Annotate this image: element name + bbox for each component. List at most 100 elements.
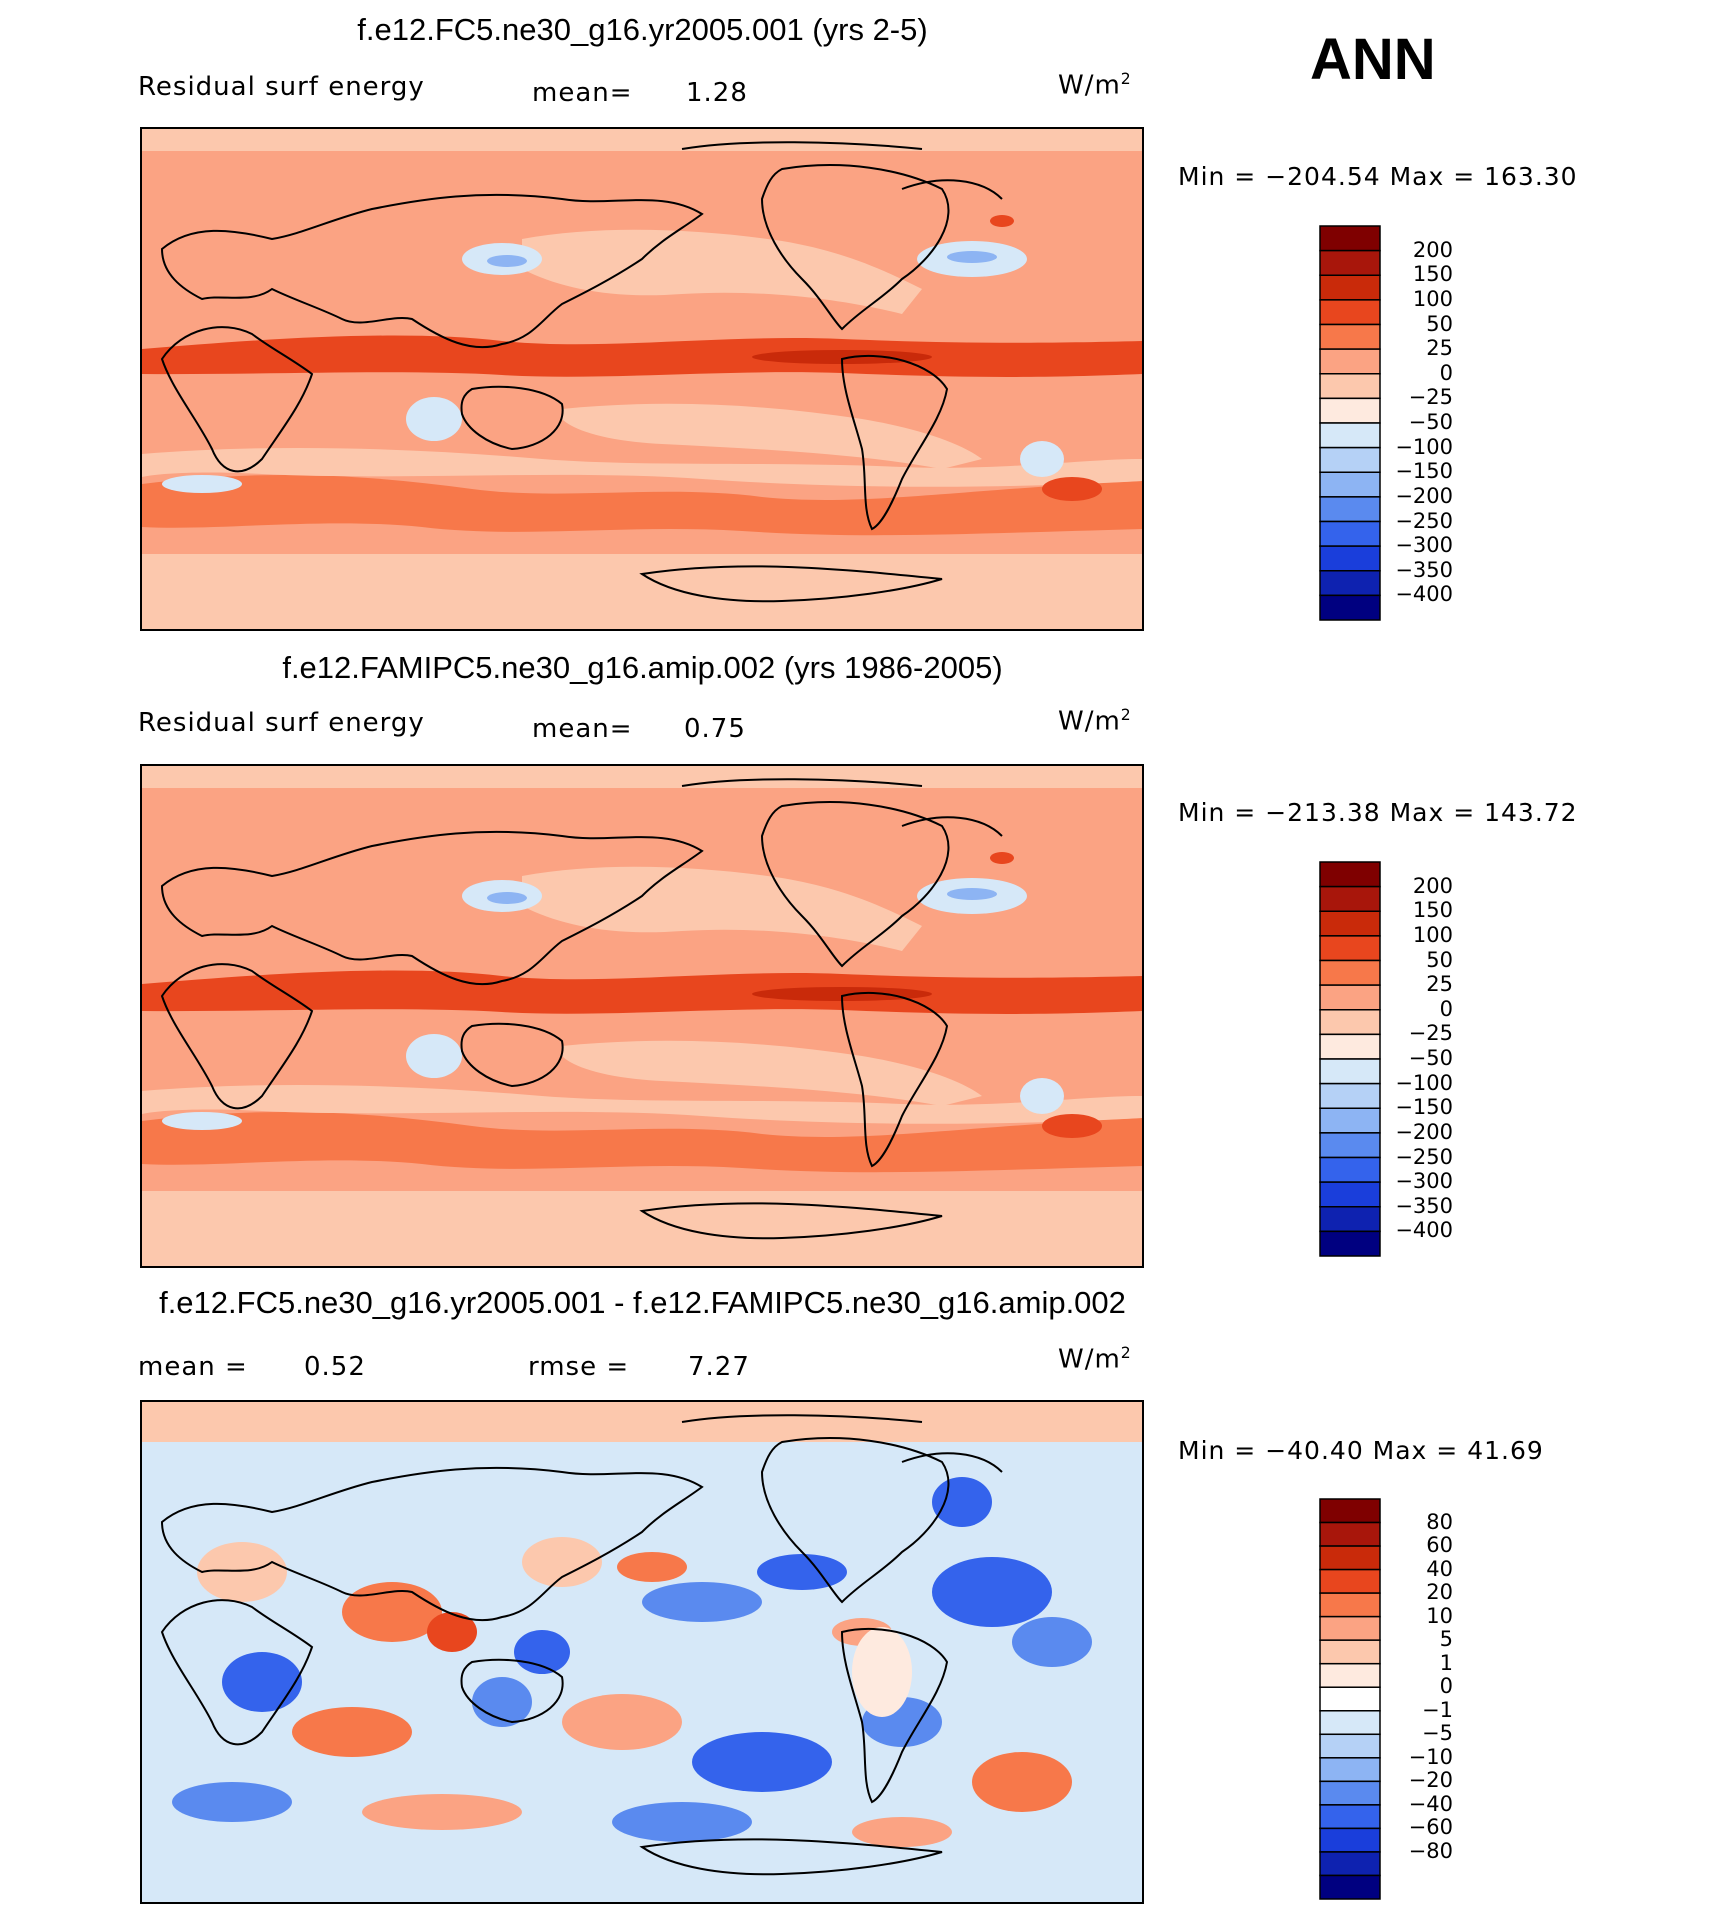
colorbar-tick-label: −40 <box>1408 1791 1453 1816</box>
season-label: ANN <box>1310 27 1436 92</box>
colorbar-swatch <box>1319 1058 1381 1085</box>
colorbar-swatch <box>1319 1132 1381 1159</box>
colorbar-swatch <box>1319 1710 1381 1736</box>
colorbar-tick-label: −100 <box>1395 434 1453 459</box>
colorbar-swatch <box>1319 1662 1381 1688</box>
colorbar-swatch <box>1319 1498 1381 1524</box>
colorbar-tick-label: −20 <box>1408 1768 1453 1793</box>
colorbar-tick-label: 0 <box>1439 1674 1453 1699</box>
panel1-mean-value: 1.28 <box>686 78 748 108</box>
colorbar-swatch <box>1319 1156 1381 1183</box>
colorbar-tick-label: 150 <box>1412 262 1453 287</box>
colorbar-tick-label: −300 <box>1395 1169 1453 1194</box>
colorbar-tick-label: −400 <box>1395 582 1453 607</box>
colorbar-swatch <box>1319 861 1381 888</box>
panel1-minmax: Min = −204.54 Max = 163.30 <box>1178 162 1578 191</box>
colorbar-swatch <box>1319 1521 1381 1547</box>
colorbar-swatch <box>1319 1874 1381 1900</box>
panel2-mean-label: mean= <box>532 714 633 744</box>
colorbar-tick-label: 0 <box>1439 360 1453 385</box>
colorbar-tick-label: −60 <box>1408 1815 1453 1840</box>
colorbar-tick-label: −10 <box>1408 1744 1453 1769</box>
colorbar-tick-label: −5 <box>1422 1721 1453 1746</box>
colorbar-swatch <box>1319 1827 1381 1853</box>
colorbar-tick-label: −350 <box>1395 1193 1453 1218</box>
colorbar-swatch <box>1319 885 1381 912</box>
colorbar-tick-label: −350 <box>1395 557 1453 582</box>
colorbar-tick-label: −300 <box>1395 533 1453 558</box>
panel2-title: f.e12.FAMIPC5.ne30_g16.amip.002 (yrs 198… <box>282 650 1003 685</box>
colorbar-swatch <box>1319 1757 1381 1783</box>
colorbar-swatch <box>1319 249 1381 276</box>
colorbar-swatch <box>1319 422 1381 449</box>
colorbar-swatch <box>1319 373 1381 400</box>
panel2-mean-value: 0.75 <box>684 714 746 744</box>
colorbar-swatch <box>1319 1780 1381 1806</box>
colorbar-swatch <box>1319 1033 1381 1060</box>
colorbar-swatch <box>1319 910 1381 937</box>
colorbar-tick-label: 50 <box>1426 311 1453 336</box>
colorbar-tick-label: −50 <box>1408 1046 1453 1070</box>
colorbar-tick-label: 200 <box>1412 237 1453 262</box>
colorbar-swatch <box>1319 348 1381 375</box>
colorbar-tick-label: −50 <box>1408 410 1453 434</box>
panel1-units: W/m2 <box>1058 70 1132 101</box>
colorbar-swatch <box>1319 1107 1381 1134</box>
colorbar-tick-label: −250 <box>1395 508 1453 533</box>
colorbar-tick-label: 80 <box>1426 1509 1453 1534</box>
colorbar-tick-label: −200 <box>1395 483 1453 508</box>
panel3-colorbar <box>1319 1498 1381 1900</box>
colorbar-tick-label: 5 <box>1439 1627 1453 1652</box>
colorbar-tick-label: −150 <box>1395 1095 1453 1120</box>
panel3-rmse-label: rmse = <box>528 1352 630 1382</box>
colorbar-swatch <box>1319 1592 1381 1618</box>
colorbar-tick-label: −150 <box>1395 459 1453 484</box>
colorbar-swatch <box>1319 1082 1381 1109</box>
colorbar-tick-label: −25 <box>1408 1021 1453 1046</box>
panel2-map-field <box>142 766 1142 1266</box>
colorbar-swatch <box>1319 1009 1381 1036</box>
colorbar-swatch <box>1319 225 1381 252</box>
panel3-minmax: Min = −40.40 Max = 41.69 <box>1178 1436 1544 1465</box>
colorbar-tick-label: 50 <box>1426 947 1453 972</box>
colorbar-tick-label: 25 <box>1426 972 1453 997</box>
colorbar-tick-label: 0 <box>1439 996 1453 1021</box>
panel3-map-field <box>142 1402 1142 1902</box>
colorbar-swatch <box>1319 1206 1381 1233</box>
panel1-variable-label: Residual surf energy <box>138 72 425 102</box>
panel1-map-field <box>142 129 1142 629</box>
panel1-map <box>140 127 1144 631</box>
colorbar-swatch <box>1319 1733 1381 1759</box>
colorbar-swatch <box>1319 935 1381 962</box>
colorbar-tick-label: 10 <box>1426 1603 1453 1628</box>
colorbar-tick-label: 40 <box>1426 1556 1453 1581</box>
colorbar-tick-label: 20 <box>1426 1580 1453 1605</box>
colorbar-swatch <box>1319 496 1381 523</box>
colorbar-swatch <box>1319 323 1381 350</box>
panel3-mean-value: 0.52 <box>304 1352 366 1382</box>
panel2-minmax: Min = −213.38 Max = 143.72 <box>1178 798 1578 827</box>
colorbar-tick-label: 25 <box>1426 336 1453 361</box>
colorbar-swatch <box>1319 1804 1381 1830</box>
colorbar-swatch <box>1319 471 1381 498</box>
colorbar-tick-label: 100 <box>1412 286 1453 311</box>
colorbar-swatch <box>1319 545 1381 572</box>
colorbar-tick-label: 200 <box>1412 873 1453 898</box>
panel2-units: W/m2 <box>1058 706 1132 737</box>
colorbar-swatch <box>1319 570 1381 597</box>
panel3-mean-label: mean = <box>138 1352 248 1382</box>
panel3-title: f.e12.FC5.ne30_g16.yr2005.001 - f.e12.FA… <box>159 1285 1126 1320</box>
colorbar-swatch <box>1319 1639 1381 1665</box>
colorbar-swatch <box>1319 1545 1381 1571</box>
panel3-units: W/m2 <box>1058 1344 1132 1375</box>
colorbar-swatch <box>1319 959 1381 986</box>
colorbar-swatch <box>1319 984 1381 1011</box>
panel3-rmse-value: 7.27 <box>688 1352 750 1382</box>
panel1-colorbar <box>1319 225 1381 621</box>
colorbar-swatch <box>1319 446 1381 473</box>
panel2-map <box>140 764 1144 1268</box>
colorbar-tick-label: −1 <box>1422 1697 1453 1722</box>
colorbar-swatch <box>1319 1181 1381 1208</box>
colorbar-tick-label: −250 <box>1395 1144 1453 1169</box>
colorbar-swatch <box>1319 397 1381 424</box>
